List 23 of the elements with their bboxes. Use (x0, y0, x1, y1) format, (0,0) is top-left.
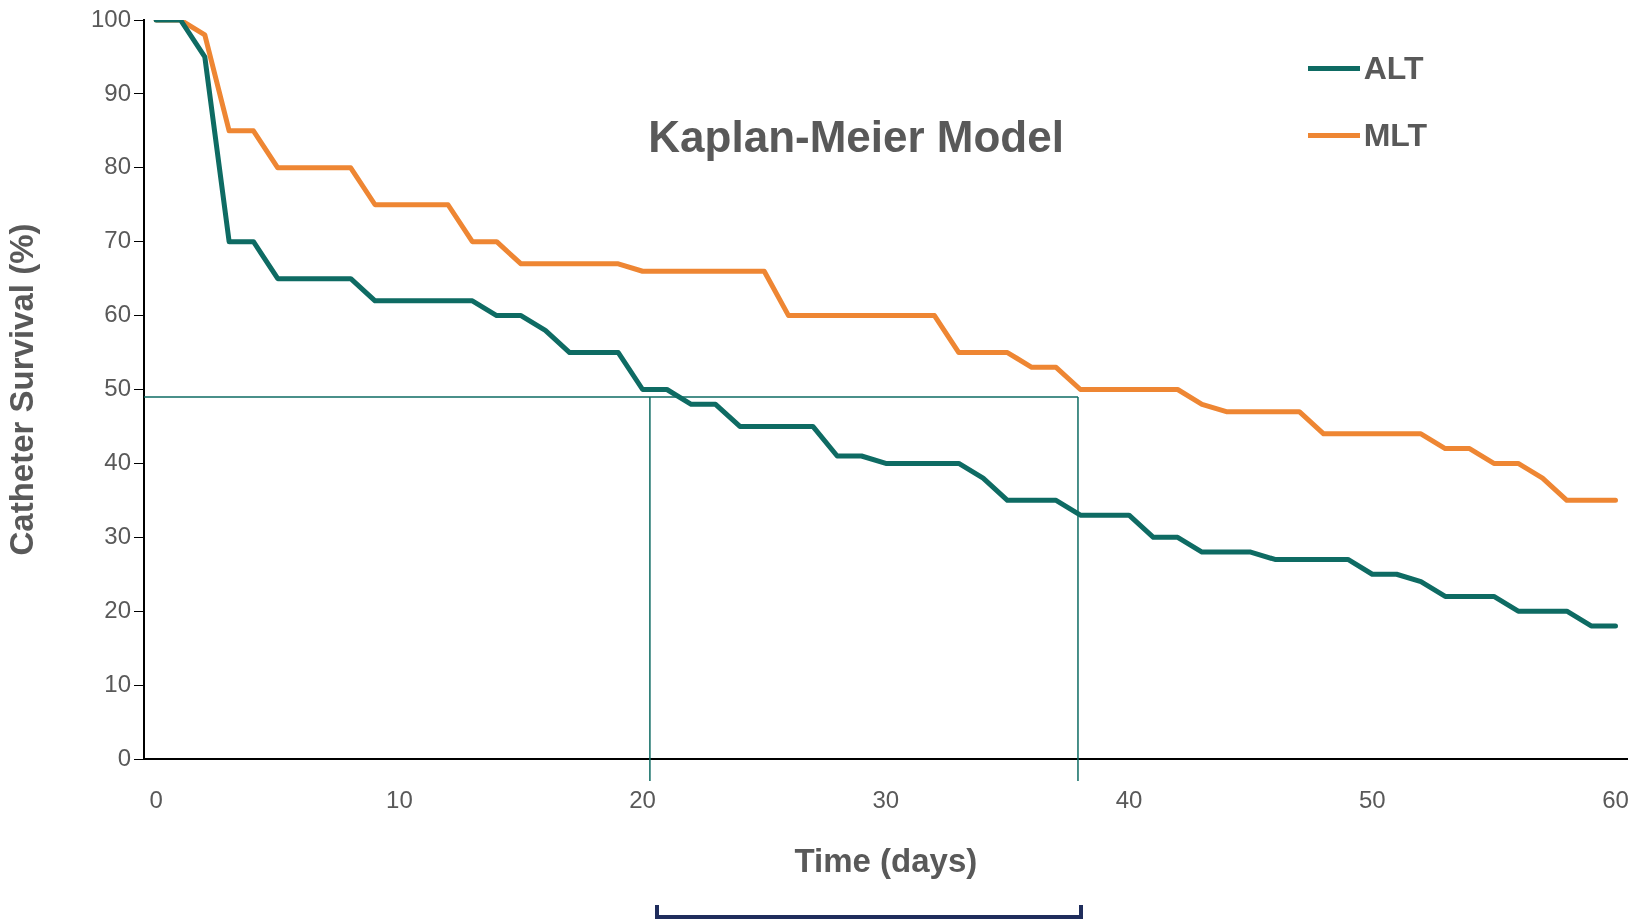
x-axis-title: Time (days) (794, 842, 978, 880)
x-tick-label: 60 (1602, 786, 1629, 814)
y-tick-label: 0 (117, 743, 131, 771)
y-tick-label: 40 (104, 448, 131, 476)
legend-label: MLT (1363, 117, 1428, 154)
y-axis-title: Catheter Survival (%) (2, 223, 40, 556)
y-tick-label: 80 (104, 152, 131, 180)
y-tick-label: 30 (104, 521, 131, 549)
y-tick-label: 10 (104, 669, 131, 697)
x-tick-label: 40 (1115, 786, 1143, 814)
x-tick-label: 30 (872, 786, 900, 814)
legend-label: ALT (1363, 50, 1424, 87)
text: Kaplan-Meier Model (648, 112, 1064, 162)
y-tick-label: 50 (104, 374, 131, 402)
y-tick-label: 60 (104, 300, 131, 328)
y-tick-label: 100 (90, 4, 131, 32)
x-tick-label: 10 (386, 786, 413, 814)
x-tick-label: 20 (629, 786, 656, 814)
x-tick-label: 50 (1358, 786, 1386, 814)
y-tick-label: 20 (104, 595, 131, 623)
x-tick-label: 0 (149, 786, 163, 814)
y-tick-label: 90 (104, 78, 131, 106)
y-tick-label: 70 (104, 226, 131, 254)
